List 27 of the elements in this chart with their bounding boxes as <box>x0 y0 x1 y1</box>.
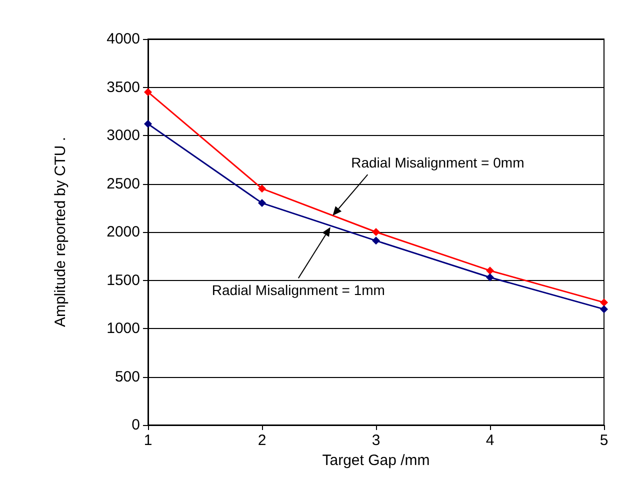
x-tick-label: 5 <box>600 432 608 449</box>
point <box>600 305 608 314</box>
y-tick-label: 1000 <box>106 320 140 337</box>
point <box>486 273 494 282</box>
y-tick-label: 2500 <box>106 175 140 192</box>
y-tick-label: 0 <box>132 416 140 434</box>
point <box>600 298 608 306</box>
y-tick-label: 3000 <box>106 127 140 144</box>
point <box>486 266 494 275</box>
point <box>258 199 266 208</box>
x-axis-title: Target Gap /mm <box>322 452 430 469</box>
x-tick-label: 4 <box>486 432 494 449</box>
annotation: Radial Misalignment = 0mm <box>351 154 524 171</box>
point <box>258 184 266 193</box>
x-tick-label: 3 <box>372 432 380 449</box>
y-tick-label: 4000 <box>106 30 140 48</box>
y-tick-label: 2000 <box>106 224 140 240</box>
point <box>372 228 380 236</box>
y-axis-title: Amplitude reported by CTU . <box>52 136 69 328</box>
y-tick-label: 500 <box>114 368 140 386</box>
y-tick-label: 3500 <box>106 78 140 96</box>
x-tick-label: 2 <box>258 432 266 449</box>
y-tick-label: 1500 <box>106 272 140 289</box>
point <box>372 236 380 245</box>
x-tick-label: 1 <box>144 432 152 449</box>
point <box>144 120 152 128</box>
annotation: Radial Misalignment = 1mm <box>212 282 385 298</box>
